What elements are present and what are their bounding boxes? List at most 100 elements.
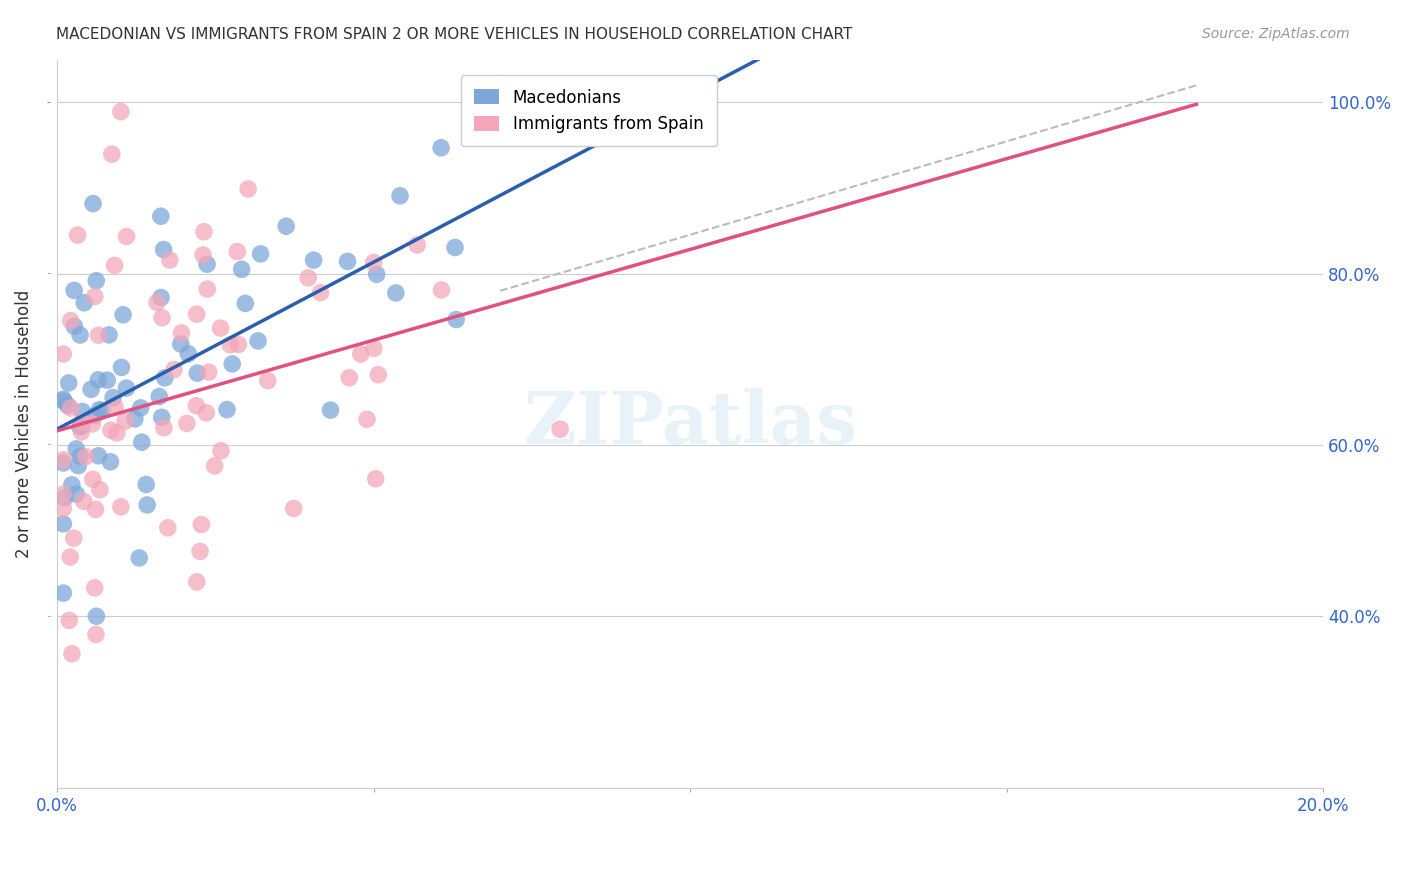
Point [72,404,94,418]
Point [204,458,226,473]
Point [367,368,389,382]
Point [364,472,387,486]
Point [190,517,212,532]
Point [150,310,173,325]
Point [219,338,242,352]
Point [209,443,232,458]
Point [112,308,135,322]
Point [63,319,86,334]
Point [98,327,121,342]
Point [177,347,200,361]
Point [69,328,91,343]
Point [336,254,359,268]
Point [89,483,111,497]
Point [215,402,238,417]
Point [186,574,208,589]
Point [233,296,256,310]
Point [84,627,107,641]
Point [186,307,208,321]
Point [66,228,89,243]
Point [101,391,124,405]
Point [75,450,97,464]
Point [104,400,127,414]
Point [83,581,105,595]
Point [406,238,429,252]
Point [363,341,385,355]
Point [115,229,138,244]
Point [62,531,84,545]
Point [110,104,132,119]
Point [256,374,278,388]
Point [186,399,208,413]
Point [150,291,173,305]
Point [82,417,104,431]
Point [309,285,332,300]
Point [52,487,75,501]
Point [297,270,319,285]
Point [114,414,136,428]
Point [430,141,453,155]
Point [84,502,107,516]
Point [87,373,110,387]
Point [69,419,91,434]
Point [136,498,159,512]
Point [70,425,93,439]
Point [356,412,378,426]
Y-axis label: 2 or more Vehicles in Household: 2 or more Vehicles in Household [15,289,32,558]
Point [150,410,173,425]
Point [63,284,86,298]
Point [170,326,193,340]
Point [231,262,253,277]
Point [209,321,232,335]
Text: MACEDONIAN VS IMMIGRANTS FROM SPAIN 2 OR MORE VEHICLES IN HOUSEHOLD CORRELATION : MACEDONIAN VS IMMIGRANTS FROM SPAIN 2 OR… [56,27,852,42]
Point [52,456,75,470]
Point [59,550,82,565]
Point [52,394,75,409]
Text: N =: N = [589,114,626,132]
Text: N =: N = [589,85,626,103]
Point [195,282,218,296]
Legend: Macedonians, Immigrants from Spain: Macedonians, Immigrants from Spain [461,75,717,146]
Point [53,491,76,505]
Point [115,381,138,395]
Point [100,423,122,437]
Point [128,551,150,566]
Point [228,337,250,351]
Point [83,289,105,303]
Point [67,458,90,473]
Text: R =: R = [475,114,510,132]
Point [56,398,79,412]
Point [52,453,75,467]
Point [104,259,127,273]
Point [195,257,218,271]
Point [86,609,108,624]
Point [90,404,112,418]
Point [105,425,128,440]
Point [389,189,412,203]
Point [163,362,186,376]
Point [73,295,96,310]
Point [65,442,87,456]
Point [156,521,179,535]
Point [82,472,104,486]
Text: 0.198: 0.198 [513,114,565,132]
Point [548,422,571,436]
Point [65,487,87,501]
Point [153,371,176,385]
Point [283,501,305,516]
Point [350,347,373,361]
Text: 71: 71 [633,114,657,132]
Point [80,382,103,396]
Text: ZIPatlas: ZIPatlas [523,388,858,459]
Point [52,392,75,406]
Point [249,247,271,261]
Point [188,544,211,558]
Point [276,219,298,234]
Point [87,449,110,463]
Point [170,337,193,351]
Point [101,147,124,161]
Point [195,406,218,420]
Point [52,516,75,531]
Point [221,357,243,371]
Point [159,253,181,268]
